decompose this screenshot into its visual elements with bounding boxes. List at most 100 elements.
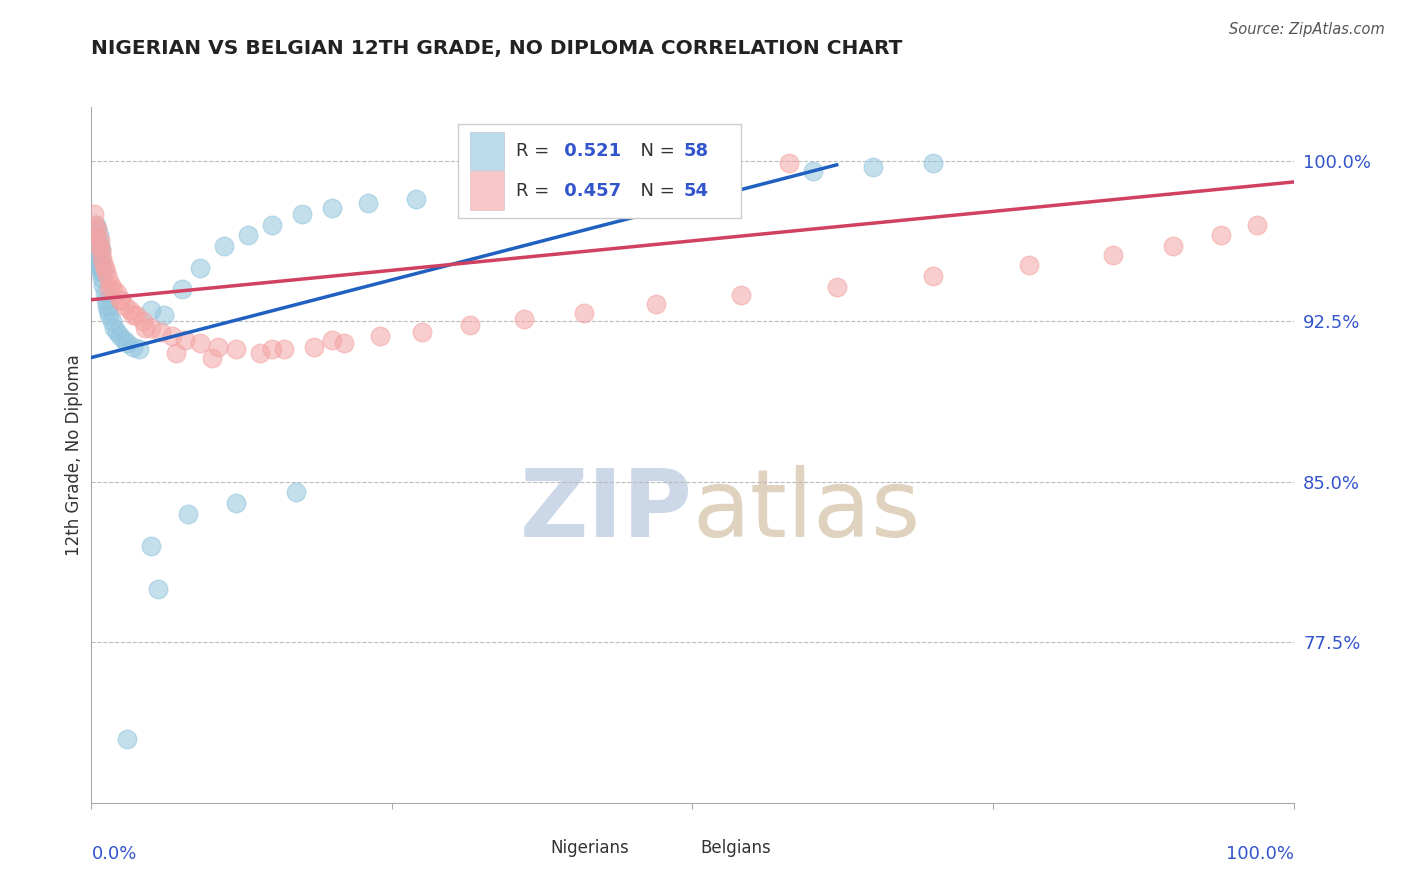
- Point: [112, 334, 135, 348]
- Text: N =: N =: [628, 182, 681, 200]
- Point: [465, 186, 488, 200]
- FancyBboxPatch shape: [668, 837, 695, 863]
- Text: 100.0%: 100.0%: [1226, 845, 1294, 863]
- Point: [458, 318, 481, 333]
- Point: [97, 271, 120, 285]
- Text: Source: ZipAtlas.com: Source: ZipAtlas.com: [1229, 22, 1385, 37]
- Point: [260, 218, 283, 232]
- Point: [201, 351, 224, 365]
- Point: [212, 239, 235, 253]
- Point: [114, 299, 136, 313]
- Point: [574, 305, 596, 319]
- Text: Belgians: Belgians: [700, 839, 772, 857]
- Point: [105, 325, 128, 339]
- Point: [141, 320, 163, 334]
- Point: [706, 169, 728, 183]
- Text: 54: 54: [685, 182, 709, 200]
- Point: [87, 239, 110, 253]
- Point: [357, 196, 380, 211]
- Point: [249, 346, 271, 360]
- Point: [225, 496, 247, 510]
- Point: [89, 239, 111, 253]
- Point: [91, 250, 114, 264]
- Text: Nigerians: Nigerians: [551, 839, 630, 857]
- Point: [89, 233, 111, 247]
- Point: [368, 329, 391, 343]
- Point: [207, 340, 229, 354]
- Point: [152, 308, 174, 322]
- Point: [97, 303, 120, 318]
- Point: [93, 260, 115, 275]
- Text: 58: 58: [685, 142, 709, 160]
- Point: [176, 507, 198, 521]
- Point: [165, 346, 187, 360]
- Point: [87, 256, 110, 270]
- Point: [87, 228, 110, 243]
- Point: [291, 207, 314, 221]
- Point: [146, 582, 169, 596]
- Point: [89, 250, 111, 264]
- Point: [84, 218, 107, 232]
- Point: [302, 340, 325, 354]
- FancyBboxPatch shape: [470, 132, 503, 170]
- Point: [411, 325, 433, 339]
- Point: [188, 335, 211, 350]
- Point: [117, 731, 139, 746]
- Text: R =: R =: [516, 182, 555, 200]
- Point: [333, 335, 356, 350]
- Point: [110, 329, 132, 343]
- Text: 0.457: 0.457: [558, 182, 621, 200]
- Point: [321, 201, 343, 215]
- Text: NIGERIAN VS BELGIAN 12TH GRADE, NO DIPLOMA CORRELATION CHART: NIGERIAN VS BELGIAN 12TH GRADE, NO DIPLO…: [91, 39, 903, 58]
- Point: [141, 539, 163, 553]
- Point: [537, 179, 560, 194]
- Point: [86, 222, 108, 236]
- Point: [260, 342, 283, 356]
- Point: [730, 288, 752, 302]
- Point: [513, 312, 536, 326]
- Point: [86, 233, 108, 247]
- Point: [321, 334, 343, 348]
- Point: [83, 207, 105, 221]
- Point: [188, 260, 211, 275]
- Point: [778, 155, 800, 169]
- Text: 0.521: 0.521: [558, 142, 621, 160]
- Point: [122, 340, 145, 354]
- Point: [170, 282, 193, 296]
- Point: [117, 335, 139, 350]
- FancyBboxPatch shape: [458, 124, 741, 219]
- Point: [89, 260, 111, 275]
- Point: [84, 218, 107, 232]
- Point: [141, 303, 163, 318]
- Point: [94, 293, 117, 307]
- FancyBboxPatch shape: [470, 171, 503, 210]
- Point: [83, 239, 105, 253]
- Point: [1102, 248, 1125, 262]
- Point: [98, 282, 121, 296]
- Point: [93, 256, 115, 270]
- Point: [922, 155, 945, 169]
- Point: [86, 222, 108, 236]
- Point: [405, 192, 427, 206]
- FancyBboxPatch shape: [519, 837, 544, 863]
- Point: [118, 303, 141, 318]
- Point: [103, 320, 125, 334]
- Point: [225, 342, 247, 356]
- Point: [100, 277, 122, 292]
- Text: 0.0%: 0.0%: [91, 845, 136, 863]
- Point: [91, 260, 114, 275]
- Point: [101, 314, 124, 328]
- Point: [105, 286, 128, 301]
- Point: [90, 244, 112, 258]
- Point: [84, 250, 107, 264]
- Point: [150, 325, 173, 339]
- Point: [98, 308, 121, 322]
- Text: N =: N =: [628, 142, 681, 160]
- Point: [609, 175, 631, 189]
- Point: [84, 228, 107, 243]
- Point: [645, 297, 668, 311]
- Point: [84, 244, 107, 258]
- Point: [90, 244, 112, 258]
- Point: [1246, 218, 1268, 232]
- Point: [174, 334, 197, 348]
